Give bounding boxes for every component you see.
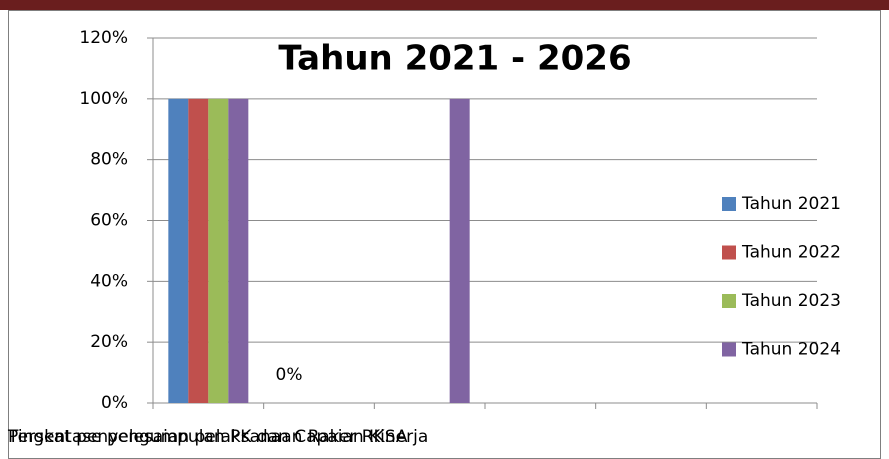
bar	[228, 98, 249, 403]
y-tick-label: 0%	[101, 393, 128, 413]
y-tick-label: 20%	[90, 332, 128, 352]
bar	[168, 98, 189, 403]
y-tick-label: 80%	[90, 150, 128, 170]
chart-title: Tahun 2021 - 2026	[278, 39, 631, 79]
bar	[188, 98, 209, 403]
x-tick-label: Persentase pengumpulan PK dan Capaian Ki…	[8, 427, 428, 447]
top-band	[0, 0, 889, 10]
y-tick-label: 40%	[90, 271, 128, 291]
legend-label: Tahun 2021	[741, 194, 841, 214]
bar	[449, 98, 470, 403]
x-tick-label: Tingkat penyelesaian pelaksanaan Raker R…	[7, 427, 408, 447]
y-tick-label: 60%	[90, 211, 128, 231]
y-tick-label: 100%	[79, 89, 128, 109]
legend-swatch	[722, 342, 736, 357]
legend-swatch	[722, 294, 736, 308]
bar	[208, 98, 229, 403]
legend-swatch	[722, 245, 736, 260]
legend-swatch	[722, 197, 736, 211]
y-tick-label: 120%	[79, 28, 128, 48]
legend-label: Tahun 2024	[741, 340, 841, 360]
legend-label: Tahun 2023	[741, 291, 841, 311]
legend-label: Tahun 2022	[741, 243, 841, 263]
chart-frame	[8, 10, 881, 459]
data-label: 0%	[276, 365, 303, 385]
